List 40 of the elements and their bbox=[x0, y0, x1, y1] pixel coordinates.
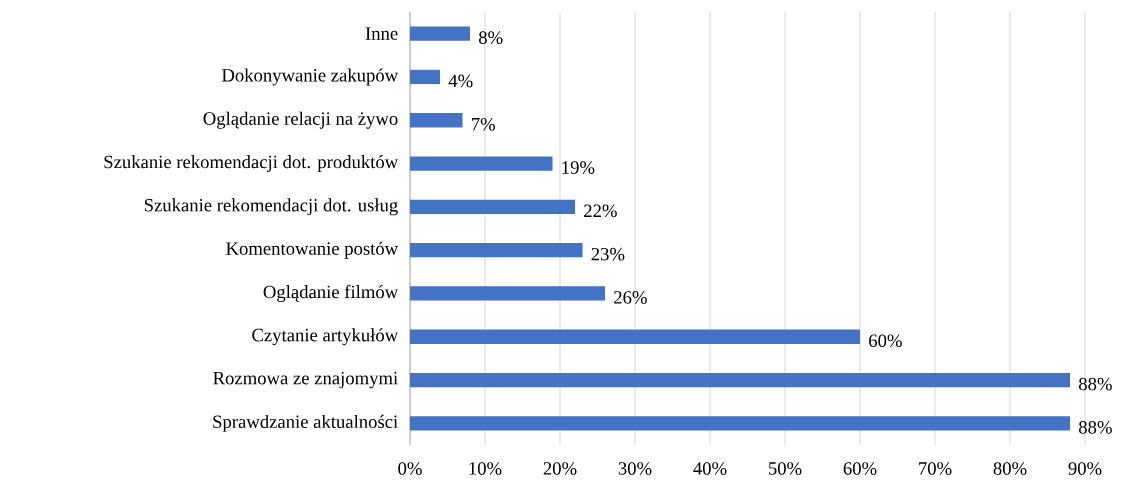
bar bbox=[410, 199, 575, 214]
x-tick-label: 50% bbox=[768, 462, 802, 475]
y-tick-label: Szukanie rekomendacji dot. usług bbox=[144, 198, 398, 216]
data-label: 60% bbox=[869, 334, 902, 348]
bar bbox=[410, 243, 583, 258]
y-tick-label: Sprawdzanie aktualności bbox=[213, 414, 398, 432]
x-tick-label: 20% bbox=[543, 462, 577, 475]
data-label: 22% bbox=[584, 204, 617, 218]
data-label: 88% bbox=[1078, 421, 1112, 434]
y-tick-label: Dokonywanie zakupów bbox=[221, 68, 399, 86]
data-label: 19% bbox=[562, 161, 595, 174]
x-tick-label: 90% bbox=[1068, 462, 1102, 475]
bar bbox=[410, 416, 1071, 431]
y-tick-label: Szukanie rekomendacji dot. produktów bbox=[104, 155, 399, 173]
bar bbox=[410, 113, 463, 128]
data-label: 88% bbox=[1078, 377, 1112, 391]
x-tick-label: 0% bbox=[398, 462, 422, 475]
bar bbox=[410, 372, 1071, 388]
y-tick-label: Czytanie artykułów bbox=[252, 328, 399, 346]
y-tick-label: Komentowanie postów bbox=[226, 241, 399, 259]
x-tick-label: 60% bbox=[843, 462, 877, 475]
bar bbox=[410, 69, 441, 85]
bar bbox=[410, 26, 470, 41]
data-label: 23% bbox=[591, 247, 625, 261]
y-tick-label: Oglądanie filmów bbox=[263, 284, 399, 303]
bar bbox=[410, 329, 861, 344]
bar bbox=[410, 286, 606, 301]
x-tick-label: 40% bbox=[693, 462, 727, 475]
y-tick-label: Oglądanie relacji na żywo bbox=[203, 111, 398, 129]
data-label: 4% bbox=[448, 74, 473, 88]
y-tick-label: Inne bbox=[365, 27, 398, 40]
x-tick-label: 30% bbox=[618, 462, 652, 475]
x-tick-label: 10% bbox=[469, 462, 502, 475]
x-tick-label: 80% bbox=[993, 462, 1027, 475]
bar bbox=[410, 156, 553, 171]
y-tick-label: Rozmowa ze znajomymi bbox=[213, 371, 398, 389]
data-label: 26% bbox=[614, 291, 647, 304]
data-label: 8% bbox=[478, 31, 503, 44]
data-label: 7% bbox=[472, 117, 496, 131]
x-tick-label: 70% bbox=[919, 462, 952, 475]
